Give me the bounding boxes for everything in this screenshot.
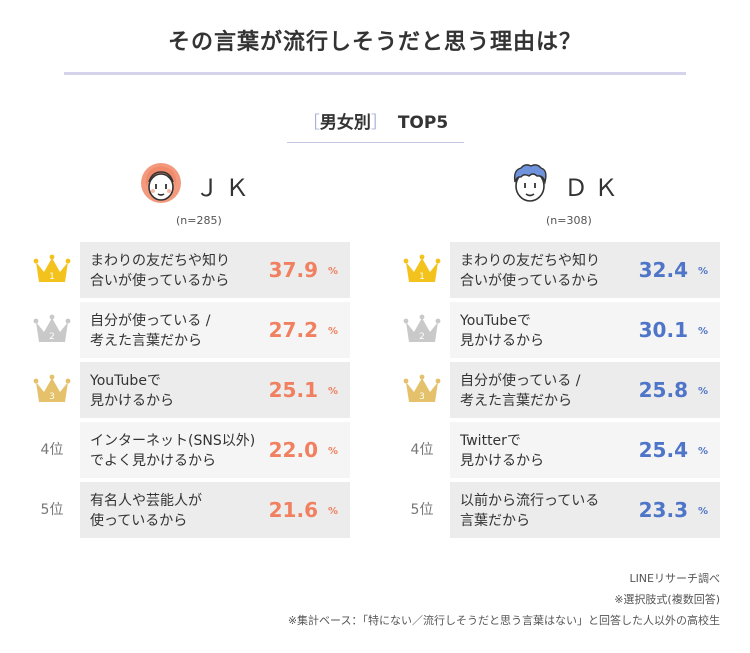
crown-rank-number: 2 [419,332,425,342]
percent-unit: % [697,266,708,277]
reason-label: YouTubeで 見かけるから [90,373,174,409]
crown-rank-number: 1 [49,272,55,282]
crown-rank-number: 1 [419,272,425,282]
jk-sample-size: (n=285) [176,214,222,227]
rank-label: 4位 [410,442,434,458]
rank-marker: 5位 [30,490,74,530]
footnote-source: LINEリサーチ調べ [629,572,720,585]
reason-label: Twitterで 見かけるから [460,433,544,469]
rank-marker: 2 [30,310,74,350]
jk-column: ＪＫ (n=285) 1 まわりの友だちや知り 合いが使っているから 37.9% 2 自… [30,163,350,538]
subtitle-close-bracket: ］ [370,113,388,133]
reason-label: インターネット(SNS以外) でよく見かけるから [90,433,256,469]
percent-unit: % [697,446,708,457]
reason-label: まわりの友だちや知り 合いが使っているから [460,253,600,289]
crown-rank-number: 2 [49,332,55,342]
percentage-value: 25.1 [268,378,318,402]
title-divider [64,72,686,75]
percent-unit: % [697,326,708,337]
table-row: 自分が使っている / 考えた言葉だから 25.8% [450,362,720,418]
percentage-value: 22.0 [268,438,318,462]
reason-label: 自分が使っている / 考えた言葉だから [460,373,581,409]
table-row: YouTubeで 見かけるから 30.1% [450,302,720,358]
rank-marker: 2 [400,310,444,350]
table-row: まわりの友だちや知り 合いが使っているから 32.4% [450,242,720,298]
reason-label: 有名人や芸能人が 使っているから [90,493,202,529]
table-row: インターネット(SNS以外) でよく見かけるから 22.0% [80,422,350,478]
table-row: 有名人や芸能人が 使っているから 21.6% [80,482,350,538]
rank-marker: 4位 [400,430,444,470]
dk-column: ＤＫ (n=308) 1 まわりの友だちや知り 合いが使っているから 32.4% 2 Y… [375,0,750,653]
percentage-value: 23.3 [638,498,688,522]
crown-icon: 1 [403,254,441,282]
dk-sample-size: (n=308) [546,214,592,227]
footnote-base: ※集計ベース：「特にない／流行しそうだと思う言葉はない」と回答した人以外の高校生 [287,614,720,627]
percentage-value: 25.4 [638,438,688,462]
crown-icon: 2 [33,314,71,342]
percentage-value: 37.9 [268,258,318,282]
crown-rank-number: 3 [419,392,425,402]
percent-unit: % [327,326,338,337]
percent-unit: % [697,386,708,397]
percent-unit: % [327,386,338,397]
percentage-value: 21.6 [268,498,318,522]
table-row: 自分が使っている / 考えた言葉だから 27.2% [80,302,350,358]
rank-marker: 5位 [400,490,444,530]
chart-title: その言葉が流行しそうだと思う理由は？ [167,30,582,55]
rank-label: 4位 [40,442,64,458]
reason-label: YouTubeで 見かけるから [460,313,544,349]
subtitle: ［男女別］ TOP5 [287,108,464,143]
percent-unit: % [697,506,708,517]
percentage-value: 25.8 [638,378,688,402]
subtitle-top: TOP5 [397,113,449,133]
percent-unit: % [327,266,338,277]
table-row: 以前から流行っている 言葉だから 23.3% [450,482,720,538]
crown-icon: 1 [33,254,71,282]
jk-group-name: ＪＫ [195,174,255,202]
table-row: まわりの友だちや知り 合いが使っているから 37.9% [80,242,350,298]
rank-marker: 3 [30,370,74,410]
rank-marker: 1 [400,250,444,290]
crown-icon: 2 [403,314,441,342]
girl-avatar-icon [141,163,181,203]
rank-marker: 1 [30,250,74,290]
reason-label: 以前から流行っている 言葉だから [460,493,600,529]
rank-marker: 3 [400,370,444,410]
footnotes: LINEリサーチ調べ ※選択肢式(複数回答) ※集計ベース：「特にない／流行しそ… [288,568,720,631]
reason-label: まわりの友だちや知り 合いが使っているから [90,253,230,289]
percent-unit: % [327,446,338,457]
percentage-value: 27.2 [268,318,318,342]
crown-icon: 3 [403,374,441,402]
dk-group-name: ＤＫ [564,174,624,202]
subtitle-open-bracket: ［ [302,113,320,133]
percentage-value: 32.4 [638,258,688,282]
rank-label: 5位 [40,502,64,518]
footnote-question-type: ※選択肢式(複数回答) [614,593,720,606]
subtitle-group: 男女別 [319,113,371,133]
percentage-value: 30.1 [638,318,688,342]
percent-unit: % [327,506,338,517]
crown-icon: 3 [33,374,71,402]
table-row: Twitterで 見かけるから 25.4% [450,422,720,478]
rank-marker: 4位 [30,430,74,470]
crown-rank-number: 3 [49,392,55,402]
reason-label: 自分が使っている / 考えた言葉だから [90,313,211,349]
table-row: YouTubeで 見かけるから 25.1% [80,362,350,418]
boy-avatar-icon [513,164,547,202]
rank-label: 5位 [410,502,434,518]
